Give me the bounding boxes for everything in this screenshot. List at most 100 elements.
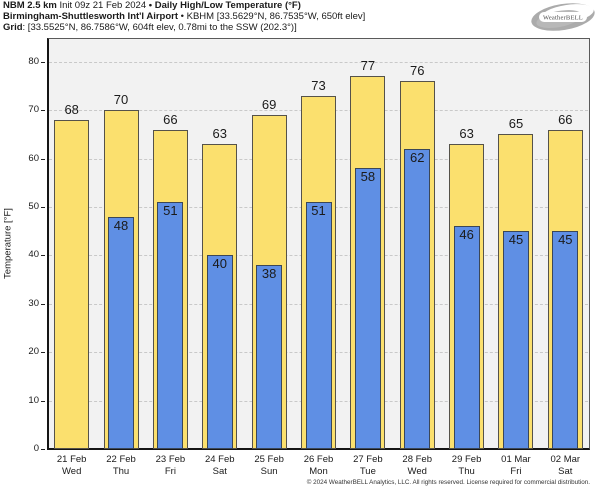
x-tick-date: 02 Mar [550, 454, 581, 465]
header-line-2: Birmingham-Shuttlesworth Int'l Airport •… [3, 10, 366, 23]
x-tick-label: 02 Mar Sat [540, 454, 590, 478]
high-value-label: 63 [212, 126, 227, 142]
high-value-label: 65 [508, 116, 524, 132]
x-tick-date: 27 Feb [353, 454, 383, 465]
high-value-label: 66 [163, 111, 178, 127]
high-value-label: 68 [64, 101, 79, 117]
x-tick-label: 23 Feb Fri [145, 454, 195, 478]
y-tick-mark [41, 158, 45, 160]
y-tick-mark [41, 61, 45, 63]
x-tick-date: 25 Feb [254, 454, 284, 465]
weatherbell-logo-text: WeatherBELL [543, 15, 583, 22]
x-tick-date: 23 Feb [155, 454, 186, 465]
low-value-label: 45 [558, 232, 573, 248]
bullet-separator: • [180, 10, 184, 22]
low-bar [502, 231, 529, 449]
bullet-separator: • [148, 0, 153, 11]
low-value-label: 51 [311, 203, 326, 219]
y-tick-label: 50 [28, 200, 39, 212]
station-detail: KBHM [33.5629°N, 86.7535°W, 650ft elev] [186, 10, 366, 22]
low-value-label: 40 [212, 256, 227, 272]
high-value-label: 70 [113, 92, 129, 108]
x-tick-day: Fri [164, 466, 176, 477]
header-line-3: Grid: [33.5525°N, 86.7586°W, 604ft elev,… [3, 21, 365, 34]
y-tick-mark [41, 400, 45, 402]
y-tick-label: 30 [28, 297, 39, 309]
x-tick-label: 27 Feb Tue [343, 454, 393, 478]
x-tick-day: Sat [558, 466, 573, 477]
low-bar [354, 168, 381, 449]
y-tick-label: 40 [28, 249, 39, 261]
station-name: Birmingham-Shuttlesworth Int'l Airport [3, 10, 179, 22]
low-value-label: 48 [113, 217, 129, 233]
y-tick-mark [41, 352, 45, 354]
x-tick-day: Wed [61, 466, 82, 477]
low-bar [552, 231, 579, 449]
header-line-1: NBM 2.5 km Init 09z 21 Feb 2024 • Daily … [3, 0, 365, 12]
low-bar [305, 202, 332, 449]
low-bar [256, 265, 283, 449]
x-tick-day: Mon [309, 466, 328, 477]
x-tick-label: 25 Feb Sun [244, 454, 294, 478]
grid-detail: : [33.5525°N, 86.7586°W, 604ft elev, 0.7… [22, 21, 297, 33]
weatherbell-logo: WeatherBELL [528, 1, 598, 35]
x-tick-day: Sun [260, 466, 278, 477]
x-tick-day: Tue [359, 466, 376, 477]
y-axis-label: Temperature [°F] [2, 208, 14, 279]
high-value-label: 66 [558, 111, 573, 127]
x-tick-date: 01 Mar [501, 454, 531, 465]
low-value-label: 45 [508, 232, 524, 248]
high-value-label: 73 [311, 77, 326, 93]
y-tick-label: 80 [28, 55, 39, 67]
copyright-text: © 2024 WeatherBELL Analytics, LLC. All r… [306, 479, 590, 486]
low-value-label: 58 [360, 169, 376, 185]
chart-header: NBM 2.5 km Init 09z 21 Feb 2024 • Daily … [3, 0, 366, 34]
low-bar [404, 148, 431, 449]
low-value-label: 51 [163, 203, 178, 219]
x-tick-day: Sat [212, 466, 227, 477]
y-tick-label: 10 [28, 394, 39, 406]
x-tick-label: 29 Feb Thu [442, 454, 492, 478]
y-tick-mark [41, 110, 45, 112]
x-tick-label: 21 Feb Wed [47, 454, 97, 478]
x-tick-date: 26 Feb [303, 454, 334, 465]
model-name: NBM 2.5 km [3, 0, 57, 11]
x-tick-label: 22 Feb Thu [96, 454, 146, 478]
x-tick-day: Wed [407, 466, 427, 477]
high-value-label: 63 [459, 126, 474, 142]
y-tick-mark [41, 206, 45, 208]
x-tick-label: 24 Feb Sat [195, 454, 245, 478]
low-value-label: 38 [261, 266, 277, 282]
x-tick-date: 22 Feb [106, 454, 136, 465]
weatherbell-swirl-icon: WeatherBELL [531, 3, 595, 31]
gridline [49, 61, 588, 63]
y-tick-label: 70 [28, 104, 39, 116]
high-bar [54, 119, 90, 449]
product-title: Daily High/Low Temperature (°F) [154, 0, 301, 11]
low-bar [206, 255, 233, 449]
x-tick-label: 28 Feb Wed [392, 454, 442, 478]
high-value-label: 69 [261, 96, 277, 112]
low-value-label: 62 [409, 149, 425, 165]
high-value-label: 77 [360, 58, 376, 74]
grid-label: Grid [3, 21, 23, 33]
y-tick-mark [41, 255, 45, 257]
x-tick-date: 28 Feb [402, 454, 432, 465]
high-value-label: 76 [409, 63, 425, 79]
low-value-label: 46 [459, 227, 474, 243]
low-bar [108, 216, 135, 449]
x-tick-day: Thu [112, 466, 130, 477]
x-tick-date: 21 Feb [56, 454, 87, 465]
y-tick-label: 0 [33, 443, 39, 454]
x-tick-day: Fri [510, 466, 522, 477]
x-tick-label: 26 Feb Mon [294, 454, 344, 478]
y-tick-label: 20 [28, 346, 39, 358]
y-tick-mark [41, 449, 45, 450]
y-tick-mark [41, 303, 45, 305]
x-tick-day: Thu [458, 466, 475, 477]
x-tick-date: 24 Feb [204, 454, 235, 465]
low-bar [157, 202, 184, 449]
x-tick-date: 29 Feb [451, 454, 482, 465]
low-bar [453, 226, 480, 449]
